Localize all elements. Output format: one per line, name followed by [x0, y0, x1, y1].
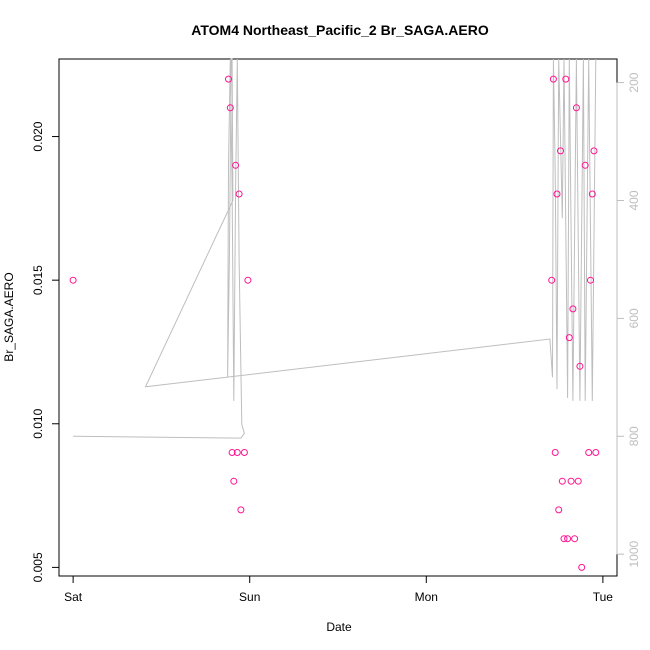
data-point: [564, 535, 572, 543]
x-tick-label: Sun: [239, 590, 260, 604]
data-point: [590, 147, 598, 155]
data-point: [237, 506, 245, 514]
secondary-y-axis: 200 400 600 800 1000: [616, 72, 641, 568]
data-point: [581, 161, 589, 169]
data-point: [235, 190, 243, 198]
data-point: [565, 334, 573, 342]
chart-title: ATOM4 Northeast_Pacific_2 Br_SAGA.AERO: [191, 22, 489, 38]
data-point: [228, 449, 236, 456]
series-line-layer: [73, 58, 597, 439]
data-point: [569, 305, 577, 313]
data-point: [551, 449, 559, 456]
y-axis-label: Br_SAGA.AERO: [2, 272, 16, 361]
y-tick-label: 0.010: [31, 408, 45, 438]
y-tick-label: 0.005: [31, 552, 45, 582]
y2-tick-label: 200: [627, 72, 641, 92]
data-point: [557, 147, 564, 155]
data-point: [562, 75, 570, 83]
y-tick-label: 0.015: [31, 265, 45, 295]
y2-tick-label: 600: [627, 308, 641, 328]
data-point: [567, 477, 575, 485]
data-point: [585, 449, 593, 456]
data-point: [571, 535, 579, 543]
plot-area: [58, 58, 618, 577]
x-tick-label: Mon: [415, 590, 438, 604]
data-point: [558, 477, 566, 485]
data-point: [553, 190, 561, 198]
y2-tick-label: 1000: [627, 541, 641, 568]
data-point: [233, 449, 241, 456]
x-tick-label: Tue: [593, 590, 614, 604]
data-point: [548, 276, 556, 284]
data-point: [574, 477, 582, 485]
data-point: [244, 276, 252, 284]
y-axis: 0.005 0.010 0.015 0.020: [31, 121, 60, 582]
data-point: [560, 535, 568, 543]
data-point: [226, 104, 234, 112]
series-points-layer: [69, 75, 600, 571]
data-point: [588, 190, 596, 198]
x-axis: Sat Sun Mon Tue: [64, 575, 614, 604]
x-axis-label: Date: [326, 620, 352, 634]
data-point: [587, 276, 594, 284]
data-point: [240, 449, 248, 456]
data-point: [549, 75, 557, 83]
data-point: [576, 362, 584, 370]
y2-tick-label: 800: [627, 426, 641, 446]
pressure-line: [73, 58, 597, 439]
data-point: [555, 506, 563, 514]
data-point: [592, 449, 600, 456]
y-tick-label: 0.020: [31, 121, 45, 151]
data-point: [572, 104, 580, 112]
data-point: [578, 563, 586, 571]
x-tick-label: Sat: [64, 590, 83, 604]
data-point: [69, 276, 77, 284]
y2-tick-label: 400: [627, 190, 641, 210]
data-point: [232, 161, 240, 169]
data-point: [230, 477, 238, 485]
data-point: [225, 75, 232, 83]
